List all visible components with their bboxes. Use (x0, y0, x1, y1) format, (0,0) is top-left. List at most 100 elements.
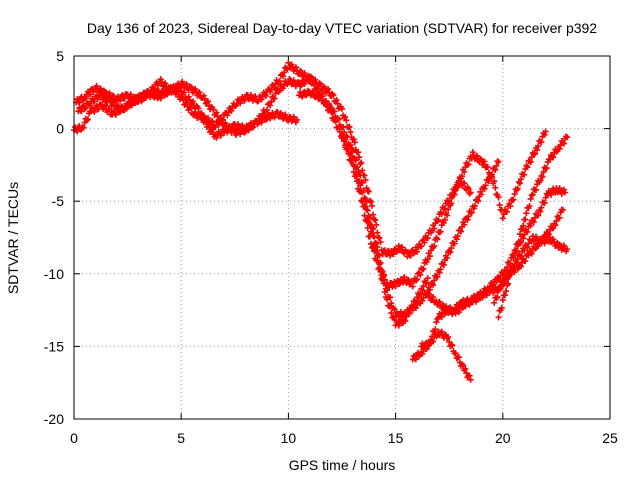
data-point (380, 280, 387, 287)
data-point (285, 59, 292, 66)
data-point (292, 64, 299, 71)
data-point (514, 256, 521, 263)
data-point (539, 238, 546, 245)
data-point (467, 189, 474, 196)
data-point (290, 77, 297, 84)
data-point (473, 296, 479, 303)
data-point (399, 244, 406, 251)
data-point (416, 291, 423, 298)
data-point (419, 287, 426, 294)
data-point (520, 222, 527, 229)
data-point (527, 159, 534, 166)
data-point (237, 100, 244, 107)
data-point (544, 230, 551, 237)
data-point (526, 158, 533, 165)
data-point (140, 94, 147, 101)
data-point (516, 180, 523, 187)
data-point (479, 292, 486, 299)
data-point (224, 112, 231, 119)
data-point (388, 247, 395, 254)
data-point (187, 104, 194, 111)
x-tick-label: 0 (70, 430, 78, 446)
data-point (498, 304, 505, 311)
data-point (530, 237, 537, 244)
data-point (455, 354, 462, 361)
data-point (262, 116, 269, 123)
data-point (482, 182, 489, 189)
data-point (451, 191, 458, 198)
data-point (258, 96, 265, 103)
data-point (344, 134, 351, 141)
data-point (301, 70, 308, 77)
data-point (205, 115, 211, 122)
data-point (511, 269, 518, 276)
data-point (135, 96, 142, 103)
data-point (390, 251, 397, 258)
y-axis-label: SDTVAR / TECUs (5, 182, 21, 294)
data-point (503, 288, 510, 295)
data-point (276, 78, 283, 85)
data-point (162, 80, 169, 87)
data-point (516, 231, 523, 238)
data-point (376, 261, 383, 268)
data-point (161, 91, 168, 98)
data-point (225, 109, 232, 116)
data-point (564, 134, 571, 141)
data-point (507, 203, 514, 210)
data-point (205, 98, 211, 105)
data-point (431, 243, 438, 250)
data-point (465, 213, 472, 220)
data-point (545, 231, 552, 238)
series-track-9 (495, 133, 571, 321)
data-point (371, 216, 378, 223)
data-point (347, 129, 354, 136)
data-point (360, 196, 367, 203)
data-point (537, 177, 544, 184)
data-point (499, 297, 506, 304)
data-point (560, 242, 567, 249)
data-point (471, 202, 478, 209)
data-point (411, 355, 418, 362)
data-point (524, 164, 531, 171)
data-point (438, 328, 445, 335)
data-point (271, 84, 278, 91)
data-point (364, 214, 371, 221)
data-point (380, 271, 387, 278)
data-point (434, 273, 441, 280)
data-point (541, 200, 548, 207)
data-point (448, 200, 455, 207)
data-point (237, 131, 244, 138)
data-point (426, 253, 433, 260)
data-point (535, 243, 542, 250)
data-point (117, 97, 124, 104)
data-point (362, 177, 369, 184)
x-tick-label: 15 (388, 430, 404, 446)
data-point (491, 178, 498, 185)
data-point (373, 221, 380, 228)
data-point (530, 219, 537, 226)
data-point (556, 214, 563, 221)
data-point (180, 97, 187, 104)
data-point (379, 277, 386, 284)
data-point (545, 188, 552, 195)
data-point (453, 236, 460, 243)
data-point (395, 322, 402, 329)
data-point (374, 252, 381, 259)
data-point (87, 91, 94, 98)
data-point (311, 81, 318, 88)
data-point (200, 92, 207, 99)
data-point (183, 80, 190, 87)
data-point (538, 204, 545, 211)
y-tick-label: -15 (44, 338, 64, 354)
data-point (430, 294, 437, 301)
data-point (357, 182, 364, 189)
data-point (438, 314, 445, 321)
data-point (489, 171, 496, 178)
data-point (430, 281, 437, 288)
data-point (520, 235, 527, 242)
data-point (189, 98, 196, 105)
data-point (317, 81, 324, 88)
data-point (99, 96, 106, 103)
data-point (451, 308, 458, 315)
